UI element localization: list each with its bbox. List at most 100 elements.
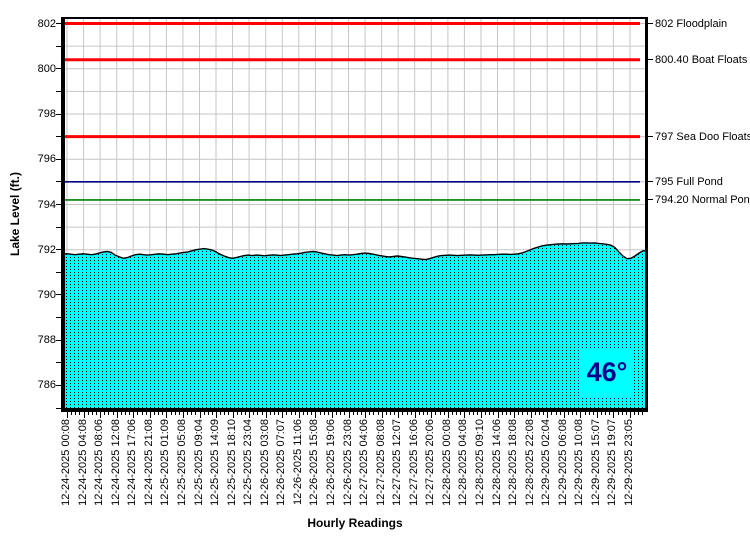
x-axis-tick [605,412,607,415]
x-axis-tick [414,412,416,418]
x-axis-tick [576,412,578,415]
x-tick-label: 12-29-2025 23:05 [623,419,635,506]
x-axis-tick [282,412,284,418]
x-axis-tick [108,412,110,415]
x-axis-tick [286,412,288,415]
x-axis-tick [468,412,470,415]
x-tick-label: 12-29-2025 02:04 [540,419,553,506]
x-axis-tick [162,412,164,415]
x-axis-tick [278,412,280,415]
x-axis-tick [236,412,238,415]
y-tick-label: 800 [37,62,56,75]
x-axis-tick [120,412,122,415]
x-axis-tick [249,412,251,418]
x-axis-tick [381,412,383,418]
x-axis-tick [365,412,367,418]
x-axis-tick [352,412,354,415]
x-axis-tick [274,412,275,415]
x-axis-tick [547,412,549,418]
y-tick-label: 792 [37,243,56,256]
x-axis-tick [290,412,292,415]
x-axis-tick [129,412,131,415]
y-axis-tick [56,136,61,138]
x-axis-tick [360,412,362,415]
x-axis-tick [228,412,230,415]
reference-tick [648,181,653,183]
y-axis-tick [56,23,61,24]
x-axis-tick [307,412,309,415]
x-axis-tick [112,412,114,415]
x-axis-tick [522,412,524,415]
x-axis-tick [630,412,631,418]
x-tick-label: 12-25-2025 14:09 [209,419,221,506]
x-tick-label: 12-28-2025 18:08 [507,419,520,506]
reference-line-label: 797 Sea Doo Floats [655,130,750,143]
plot-canvas [65,19,645,408]
x-axis-tick [158,412,160,415]
x-axis-tick [580,412,582,418]
x-axis-tick [71,412,73,415]
x-tick-label: 12-28-2025 22:08 [523,419,536,506]
x-axis-tick [559,412,561,415]
y-tick-label: 786 [37,379,56,392]
area-series-edge [65,242,645,261]
x-axis-tick [344,412,346,415]
x-axis-tick [385,412,387,415]
x-axis-tick [493,412,495,415]
y-axis-tick [56,68,61,70]
x-tick-label: 12-25-2025 05:08 [175,419,188,506]
reference-tick [648,136,653,138]
x-axis-tick [617,412,619,415]
x-axis-tick [216,412,217,418]
x-axis-tick [398,412,400,418]
x-tick-label: 12-24-2025 17:06 [126,419,139,506]
y-axis-tick [56,294,61,296]
x-axis-tick [116,412,118,418]
x-axis-tick [311,412,313,415]
x-axis-tick [526,412,528,415]
y-tick-label: 798 [37,108,56,120]
x-axis-tick [509,412,511,415]
x-axis-tick [319,412,321,415]
x-axis-tick [187,412,189,415]
x-axis-title: Hourly Readings [307,516,403,530]
x-tick-label: 12-24-2025 12:08 [109,419,122,506]
x-axis-tick [555,412,557,415]
x-tick-label: 12-26-2025 23:08 [341,419,354,506]
x-axis-tick [224,412,226,415]
x-axis-tick [642,412,644,415]
x-tick-label: 12-29-2025 10:08 [573,419,586,506]
x-axis-tick [609,412,611,415]
x-axis-tick [153,412,155,415]
x-axis-tick [489,412,491,415]
x-axis-tick [613,412,615,418]
y-axis-tick [56,113,61,115]
x-axis-tick [601,412,602,415]
x-tick-label: 12-26-2025 19:06 [324,419,337,506]
x-tick-label: 12-27-2025 16:06 [407,419,420,506]
x-axis-tick [133,412,135,418]
x-axis-tick [452,412,453,415]
x-axis-tick [141,412,143,415]
y-axis-tick [56,226,61,228]
x-tick-label: 12-25-2025 23:04 [242,419,255,506]
x-axis-tick [315,412,317,418]
reference-tick [648,23,653,24]
x-axis-tick [377,412,379,415]
x-axis-tick [182,412,184,418]
x-tick-label: 12-26-2025 07:07 [275,419,288,506]
reference-line-label: 795 Full Pond [655,175,723,188]
y-axis-tick [56,384,61,386]
x-axis-tick [472,412,474,415]
x-tick-label: 12-25-2025 09:04 [192,419,205,506]
x-axis-tick [83,412,85,418]
x-axis-tick [485,412,487,415]
x-axis-tick [538,412,540,415]
x-axis-tick [245,412,246,415]
y-tick-label: 802 [37,17,56,30]
x-axis-tick [460,412,462,415]
x-tick-label: 12-28-2025 04:08 [457,419,470,506]
x-axis-tick [269,412,271,415]
x-axis-tick [348,412,350,418]
x-axis-tick [211,412,213,415]
